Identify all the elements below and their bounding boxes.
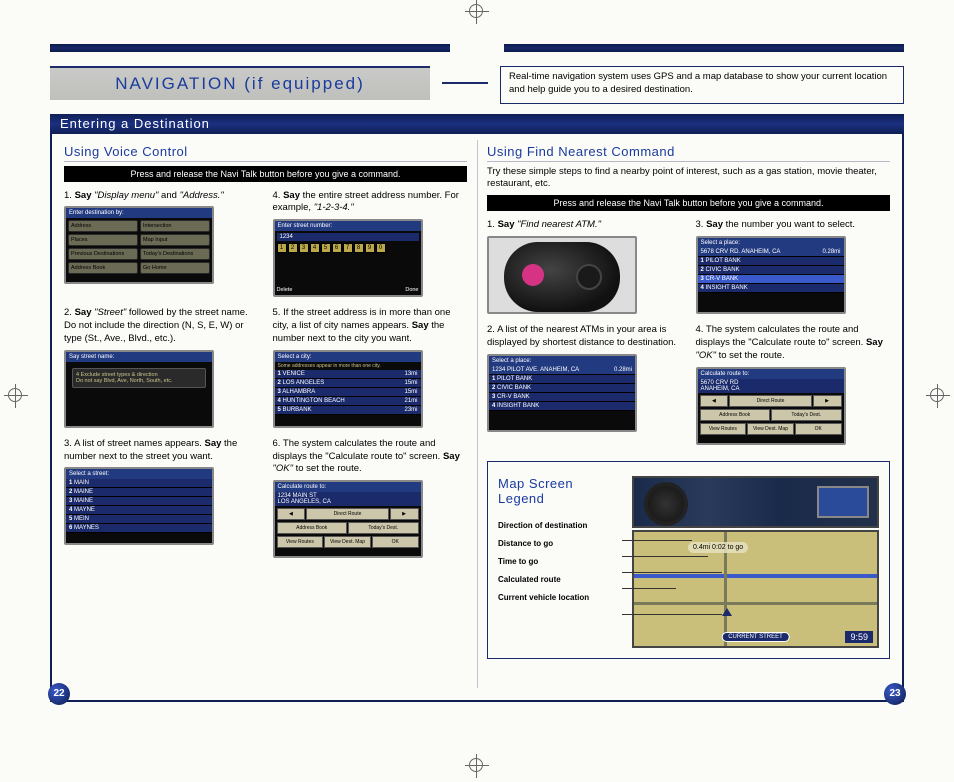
left-column: Using Voice Control Press and release th… (64, 144, 467, 659)
page-number-left: 22 (48, 683, 70, 705)
r-step-4: 4. The system calculates the route and d… (696, 324, 891, 444)
nav-screen-menu: Enter destination by: AddressIntersectio… (64, 206, 214, 284)
legend-heading: Map ScreenLegend (498, 476, 620, 507)
nav-screen-calc-route-r: Calculate route to: 5670 CRV RDANAHEIM, … (696, 367, 846, 445)
intro-text: Real-time navigation system uses GPS and… (500, 66, 904, 104)
voice-control-heading: Using Voice Control (64, 144, 467, 162)
page-title: NAVIGATION (if equipped) (50, 66, 430, 100)
key-fob-image (487, 236, 637, 314)
column-divider (477, 140, 478, 688)
nav-screen-city-list: Select a city: Some addresses appear in … (273, 350, 423, 428)
find-nearest-heading: Using Find Nearest Command (487, 144, 890, 162)
nav-screen-street-entry: Say street name: 4 Exclude street types … (64, 350, 214, 428)
find-nearest-intro: Try these simple steps to find a nearby … (487, 166, 890, 192)
right-column: Using Find Nearest Command Try these sim… (487, 144, 890, 659)
nav-screen-calc-route: Calculate route to: 1234 MAIN STLOS ANGE… (273, 480, 423, 558)
vehicle-icon (722, 608, 732, 616)
content-frame: Using Voice Control Press and release th… (50, 134, 904, 702)
r-step-3: 3. Say the number you want to select. Se… (696, 219, 891, 314)
keypad-row: 1234567890 (277, 243, 419, 253)
map-info-bubble: 0.4mi 0:02 to go (688, 542, 748, 553)
dashboard-photo (632, 476, 879, 528)
step-4: 4. Say the entire street address number.… (273, 190, 468, 298)
step-5: 5. If the street address is in more than… (273, 307, 468, 427)
step-1: 1. Say "Display menu" and "Address." Ent… (64, 190, 259, 298)
section-heading: Entering a Destination (50, 114, 904, 134)
top-rule (50, 44, 904, 56)
nav-screen-atm-list: Select a place: 1234 PILOT AVE. ANAHEIM,… (487, 354, 637, 432)
step-2: 2. Say "Street" followed by the street n… (64, 307, 259, 427)
r-step-1: 1. Say "Find nearest ATM." (487, 219, 682, 314)
manual-spread: NAVIGATION (if equipped) Real-time navig… (50, 44, 904, 738)
step-6-text: The system calculates the route and disp… (273, 438, 460, 475)
step-6: 6. The system calculates the route and d… (273, 438, 468, 558)
map-legend-box: Map ScreenLegend Direction of destinatio… (487, 461, 890, 659)
nav-screen-number: Enter street number: 1234 1234567890 Del… (273, 219, 423, 297)
step-2-text: Say "Street" followed by the street name… (64, 307, 248, 344)
instruction-bar-right: Press and release the Navi Talk button b… (487, 195, 890, 211)
step-4-text: Say the entire street address number. Fo… (273, 190, 459, 214)
step-3: 3. A list of street names appears. Say t… (64, 438, 259, 558)
map-clock: 9:59 (845, 631, 873, 643)
legend-item: Calculated route (498, 575, 620, 584)
legend-item: Direction of destination (498, 521, 620, 530)
current-street: CURRENT STREET (721, 632, 790, 642)
page-number-right: 23 (884, 683, 906, 705)
step-5-text: If the street address is in more than on… (273, 307, 451, 344)
step-3-text: A list of street names appears. Say the … (64, 438, 237, 462)
legend-item: Distance to go (498, 539, 620, 548)
nav-map: 0.4mi 0:02 to go CURRENT STREET 9:59 (632, 530, 879, 648)
legend-item: Time to go (498, 557, 620, 566)
instruction-bar-left: Press and release the Navi Talk button b… (64, 166, 467, 182)
step-1-text: Say "Display menu" and "Address." (75, 190, 224, 201)
r-step-2: 2. A list of the nearest ATMs in your ar… (487, 324, 682, 444)
title-connector (442, 66, 488, 104)
nav-screen-select-place: Select a place: 5678 CRV RD. ANAHEIM, CA… (696, 236, 846, 314)
nav-screen-street-list: Select a street: 1 MAIN 2 MAINE 3 MAINE … (64, 467, 214, 545)
legend-item: Current vehicle location (498, 593, 620, 602)
